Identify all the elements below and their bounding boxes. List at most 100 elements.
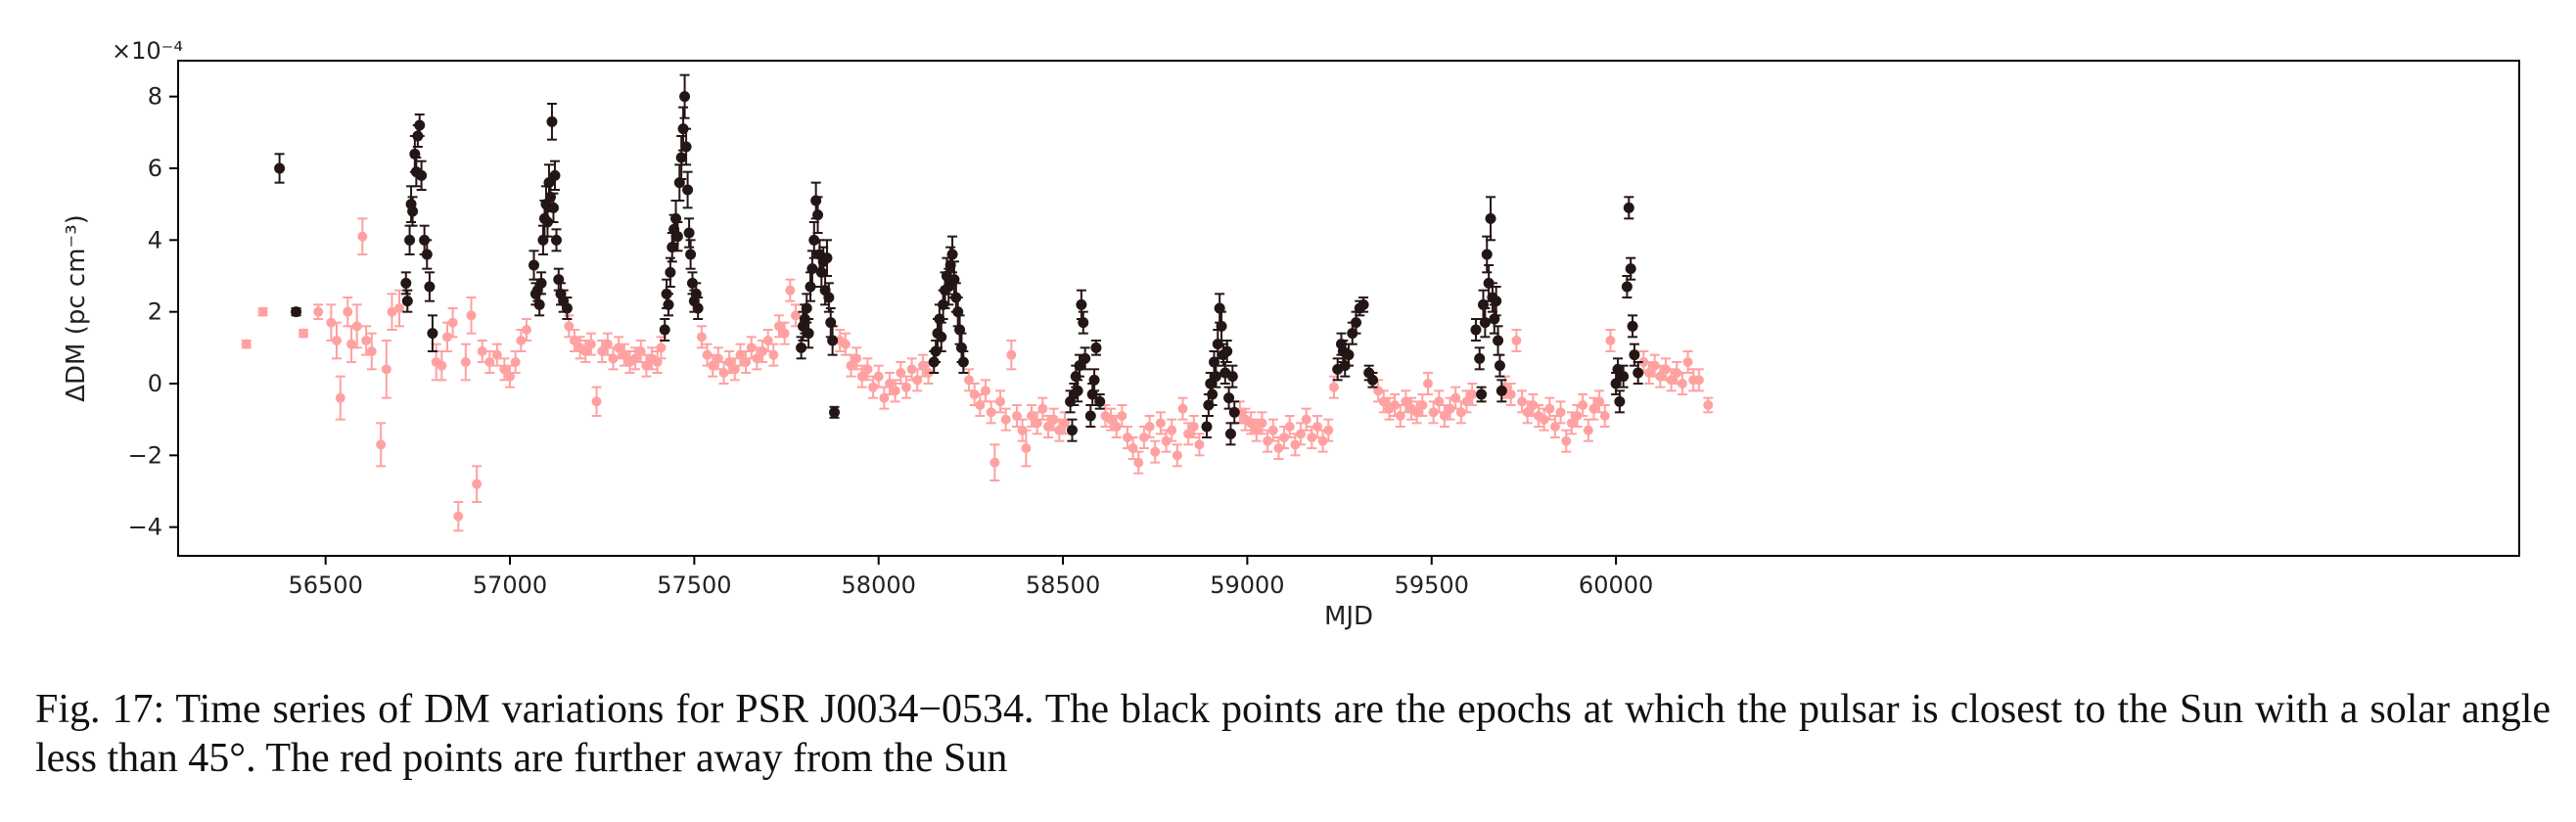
data-point [1495,385,1507,396]
data-point [1090,342,1102,353]
data-point [1251,425,1262,435]
data-point [407,206,419,217]
data-point [381,364,391,375]
data-point [346,339,357,349]
data-point [1279,433,1290,442]
x-tick-label: 57000 [473,571,547,599]
data-point [964,375,975,386]
data-point [257,306,268,317]
data-point [1122,433,1132,442]
plot-frame [177,60,2520,557]
data-point [466,310,477,321]
data-point [774,321,785,332]
data-point [801,302,812,314]
data-point [1224,428,1236,439]
data-point [1411,407,1422,418]
data-point [1677,379,1687,388]
data-point [366,346,377,356]
data-point [1072,385,1083,396]
data-point [1561,435,1572,446]
data-point [1618,371,1630,383]
data-point [1343,349,1355,361]
data-point [472,479,483,489]
data-point [1167,425,1177,435]
data-point [1221,345,1233,357]
data-point [790,310,801,321]
data-point [1406,403,1417,414]
data-point [1493,335,1504,346]
data-point [1228,406,1240,418]
x-tick-label: 57500 [657,571,731,599]
data-point [1479,317,1491,329]
data-point [1627,320,1638,332]
data-point [995,396,1006,407]
data-point [641,360,652,371]
data-point [1054,425,1065,435]
data-point [812,209,824,221]
data-point [729,364,740,375]
data-point [1257,418,1267,429]
y-tick-label: 6 [148,155,162,182]
data-point [803,328,814,340]
data-point [1032,418,1042,429]
data-point [1106,414,1117,425]
data-point [980,386,990,396]
data-point [1666,375,1677,386]
data-point [806,263,818,275]
data-point [969,389,980,399]
data-point [1357,298,1369,310]
data-point [357,231,368,242]
data-point [1461,396,1472,407]
data-point [1210,371,1221,383]
data-point [1660,364,1671,375]
data-point [291,306,302,318]
data-point [550,234,562,246]
data-point [241,339,252,349]
data-point [1594,396,1605,407]
data-point [376,439,387,450]
data-point [510,357,521,367]
data-point [1188,422,1199,432]
data-point [1216,320,1227,332]
data-point [890,386,900,396]
series-near-sun [274,73,1644,446]
data-point [936,331,947,342]
data-point [1621,281,1633,293]
data-point [680,141,692,153]
x-tick-label: 56500 [288,571,362,599]
data-point [1505,389,1516,399]
figure-caption: Fig. 17: Time series of DM variations fo… [35,687,2551,781]
data-point [1111,422,1122,432]
data-point [1317,435,1328,446]
data-point [1511,336,1522,345]
data-point [1011,411,1022,421]
data-point [1494,360,1505,372]
data-point [1625,263,1636,275]
data-point [957,356,969,368]
data-point [1439,411,1449,421]
data-point [1633,367,1644,379]
data-point [1150,446,1161,457]
data-point [1201,421,1213,433]
data-point [484,357,495,367]
x-tick-label: 58000 [842,571,916,599]
x-tick-label: 59000 [1210,571,1284,599]
data-point [1688,375,1699,386]
data-point [561,302,573,314]
data-point [1076,298,1087,310]
data-point [569,336,579,345]
data-point [1246,418,1257,429]
data-point [1059,418,1070,429]
data-point [1183,429,1194,439]
data-point [1417,400,1428,410]
data-point [975,400,986,410]
data-point [1450,392,1461,403]
data-point [986,407,996,418]
data-point [351,321,362,332]
data-point [416,169,428,181]
data-point [547,202,559,213]
data-point [1273,443,1284,453]
data-point [1172,450,1182,461]
data-point [401,296,413,307]
